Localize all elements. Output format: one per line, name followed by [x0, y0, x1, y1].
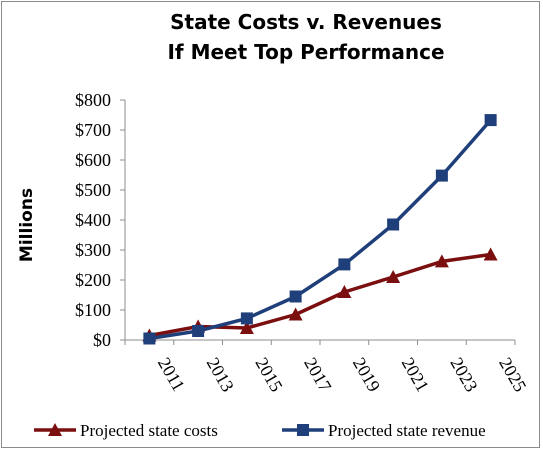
square-marker [387, 218, 400, 231]
legend-square-icon [297, 424, 309, 436]
x-tick-label: 2013 [203, 354, 238, 395]
x-tick-label: 2025 [495, 354, 530, 395]
series-line [149, 118, 492, 341]
square-marker [240, 312, 253, 325]
chart-title: State Costs v. Revenues If Meet Top Perf… [167, 10, 444, 64]
square-marker [435, 169, 448, 182]
legend-triangle-icon [48, 423, 62, 436]
x-tick-label: 2021 [398, 354, 433, 395]
y-tick-labels: $0 $100 $200 $300 $400 $500 $600 $700 $800 [75, 90, 111, 350]
x-tick-label: 2011 [154, 354, 189, 395]
y-tick-label: $300 [75, 240, 111, 260]
square-marker [192, 325, 205, 337]
triangle-marker [239, 321, 254, 334]
triangle-marker [386, 270, 401, 283]
legend-entry: Projected state revenue [282, 421, 486, 440]
y-tick-label: $200 [75, 270, 111, 290]
triangle-marker [434, 254, 449, 268]
x-tick-label: 2015 [251, 354, 286, 395]
square-marker [289, 290, 302, 303]
y-tick-label: $700 [75, 120, 111, 140]
y-tick-label: $0 [93, 330, 111, 350]
y-tick-label: $600 [75, 150, 111, 170]
square-marker [338, 258, 351, 271]
chart-title-line-1: State Costs v. Revenues [170, 10, 442, 34]
legend-entry: Projected state costs [34, 421, 218, 440]
series-layer [142, 114, 498, 345]
series-revenue [143, 114, 497, 345]
square-marker [484, 114, 497, 127]
series-line [149, 252, 491, 338]
y-tick-label: $100 [75, 300, 111, 320]
x-tick-label: 2017 [300, 354, 335, 395]
y-tick-label: $500 [75, 180, 111, 200]
legend-label: Projected state costs [80, 421, 218, 440]
triangle-marker [483, 247, 498, 261]
chart-title-line-2: If Meet Top Performance [167, 40, 444, 64]
y-tick-label: $800 [75, 90, 111, 110]
x-tick-labels: 2011 2013 2015 2017 2019 2021 2023 2025 [154, 354, 531, 395]
axes [120, 99, 516, 345]
x-tick-label: 2023 [446, 354, 481, 395]
triangle-marker [288, 307, 303, 321]
y-axis-label: Millions [17, 188, 37, 262]
triangle-marker [337, 285, 352, 298]
legend-label: Projected state revenue [328, 421, 486, 440]
square-marker [143, 332, 156, 345]
x-tick-label: 2019 [349, 354, 384, 395]
legend: Projected state costs Projected state rev… [34, 421, 486, 440]
y-tick-label: $400 [75, 210, 111, 230]
